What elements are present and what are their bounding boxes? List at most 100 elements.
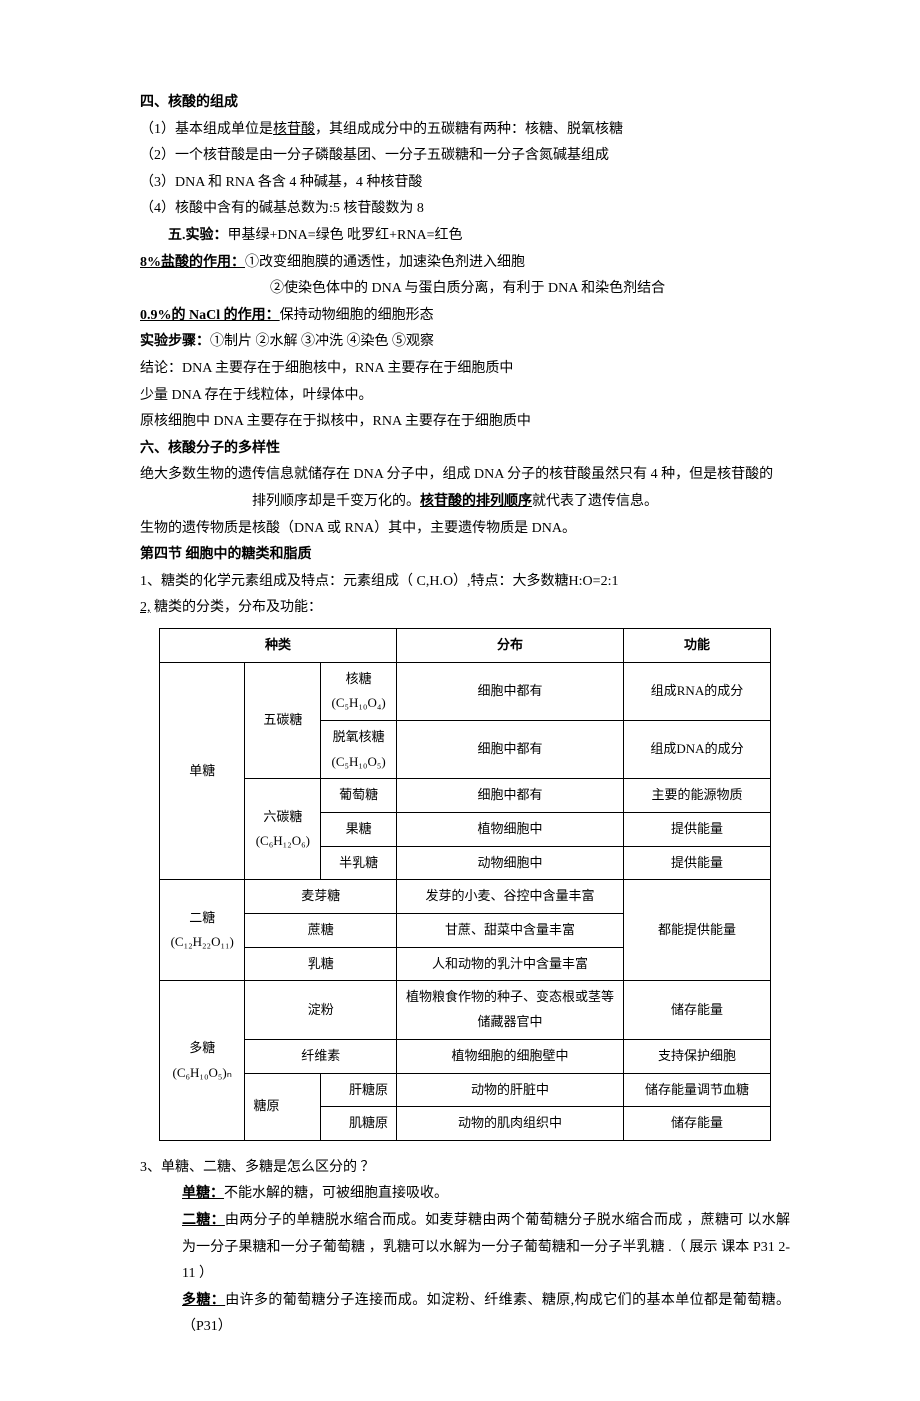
cell-muscle-gly-dist: 动物的肌肉组织中 <box>397 1107 624 1141</box>
cell-deoxy: 脱氧核糖 (C₅H₁₀O₅) <box>321 720 397 778</box>
cell-muscle-gly: 肌糖原 <box>321 1107 397 1141</box>
s4-p1b: 核苷酸 <box>273 122 315 137</box>
cell-lactose: 乳糖 <box>245 947 397 981</box>
sec4-p2: 2, 糖类的分类，分布及功能： <box>140 595 790 622</box>
cell-poly: 多糖 (C₆H₁₀O₅)ₙ <box>160 981 245 1140</box>
hexose-formula: (C₆H₁₂O₆) <box>256 833 310 848</box>
s5-p1c: ②使染色体中的 DNA 与蛋白质分离，有利于 DNA 和染色剂结合 <box>270 276 790 303</box>
hexose-name: 六碳糖 <box>263 809 302 824</box>
s5-titleB: 甲基绿+DNA=绿色 吡罗红+RNA=红色 <box>228 228 463 243</box>
row-ribose: 单糖 五碳糖 核糖(C₅H₁₀O₄) 细胞中都有 组成RNA的成分 <box>160 662 771 720</box>
s5-titleA: 五.实验： <box>168 228 228 243</box>
sec4-p2a: 2, <box>140 600 151 615</box>
sugar-table: 种类 分布 功能 单糖 五碳糖 核糖(C₅H₁₀O₄) 细胞中都有 组成RNA的… <box>159 628 771 1141</box>
q3-a1: 单糖：不能水解的糖，可被细胞直接吸收。 <box>182 1181 790 1208</box>
q3-a3a: 多糖： <box>182 1293 225 1308</box>
di-formula: (C₁₂H₂₂O₁₁) <box>171 934 234 949</box>
cell-ribose: 核糖 (C₅H₁₀O₄) <box>321 662 397 720</box>
table-head-row: 种类 分布 功能 <box>160 628 771 662</box>
sec4-p1: 1、糖类的化学元素组成及特点：元素组成（ C,H.O）,特点：大多数糖H:O=2… <box>140 569 790 596</box>
s5-p3b: ①制片 ②水解 ③冲洗 ④染色 ⑤观察 <box>210 334 434 349</box>
s6-title: 六、核酸分子的多样性 <box>140 436 790 463</box>
sec4-p2b: 糖类的分类，分布及功能： <box>151 600 323 615</box>
s5-p3a: 实验步骤： <box>140 334 210 349</box>
cell-deoxy-dist: 细胞中都有 <box>397 720 624 778</box>
cell-fructose-func: 提供能量 <box>624 813 771 847</box>
cell-fructose-dist: 植物细胞中 <box>397 813 624 847</box>
deoxy-formula: (C₅H₁₀O₅) <box>331 754 385 769</box>
cell-cellulose-func: 支持保护细胞 <box>624 1039 771 1073</box>
s5-p6: 原核细胞中 DNA 主要存在于拟核中，RNA 主要存在于细胞质中 <box>140 409 790 436</box>
cell-galactose-dist: 动物细胞中 <box>397 846 624 880</box>
q3-a1b: 不能水解的糖，可被细胞直接吸收。 <box>224 1186 448 1201</box>
ribose-name: 核糖 <box>346 671 372 686</box>
cell-lactose-dist: 人和动物的乳汁中含量丰富 <box>397 947 624 981</box>
cell-galactose: 半乳糖 <box>321 846 397 880</box>
s5-p2a: 0.9%的 NaCl 的作用： <box>140 308 280 323</box>
cell-galactose-func: 提供能量 <box>624 846 771 880</box>
th-dist: 分布 <box>397 628 624 662</box>
q3-a2: 二糖：由两分子的单糖脱水缩合而成。如麦芽糖由两个葡萄糖分子脱水缩合而成 ，蔗糖可… <box>182 1208 790 1288</box>
cell-hexose: 六碳糖 (C₆H₁₂O₆) <box>245 779 321 880</box>
cell-liver-gly: 肝糖原 <box>321 1073 397 1107</box>
row-liver-glycogen: 糖原 肝糖原 动物的肝脏中 储存能量调节血糖 <box>160 1073 771 1107</box>
cell-glucose-func: 主要的能源物质 <box>624 779 771 813</box>
s4-p3: （3）DNA 和 RNA 各含 4 种碱基，4 种核苷酸 <box>140 170 790 197</box>
cell-fructose: 果糖 <box>321 813 397 847</box>
cell-liver-gly-dist: 动物的肝脏中 <box>397 1073 624 1107</box>
poly-formula: (C₆H₁₀O₅)ₙ <box>173 1065 232 1080</box>
cell-glycogen: 糖原 <box>245 1073 321 1140</box>
di-name: 二糖 <box>189 910 215 925</box>
poly-name: 多糖 <box>189 1040 215 1055</box>
cell-starch-func: 储存能量 <box>624 981 771 1039</box>
s5-p4: 结论：DNA 主要存在于细胞核中，RNA 主要存在于细胞质中 <box>140 356 790 383</box>
s5-p3: 实验步骤：①制片 ②水解 ③冲洗 ④染色 ⑤观察 <box>140 329 790 356</box>
s5-p5: 少量 DNA 存在于线粒体，叶绿体中。 <box>140 383 790 410</box>
section4-title: 第四节 细胞中的糖类和脂质 <box>140 542 790 569</box>
cell-pentose: 五碳糖 <box>245 662 321 779</box>
s5-p2: 0.9%的 NaCl 的作用：保持动物细胞的细胞形态 <box>140 303 790 330</box>
s4-p1: （1）基本组成单位是核苷酸，其组成成分中的五碳糖有两种：核糖、脱氧核糖 <box>140 117 790 144</box>
cell-starch: 淀粉 <box>245 981 397 1039</box>
cell-di: 二糖 (C₁₂H₂₂O₁₁) <box>160 880 245 981</box>
sec4-nucleic-title: 四、核酸的组成 <box>140 90 790 117</box>
s5-p1a: 8%盐酸的作用： <box>140 255 245 270</box>
q3-a2a: 二糖： <box>182 1213 225 1228</box>
s5-p2b: 保持动物细胞的细胞形态 <box>280 308 434 323</box>
row-maltose: 二糖(C₁₂H₂₂O₁₁) 麦芽糖 发芽的小麦、谷控中含量丰富 都能提供能量 <box>160 880 771 914</box>
cell-starch-dist: 植物粮食作物的种子、变态根或茎等储藏器官中 <box>397 981 624 1039</box>
cell-glucose: 葡萄糖 <box>321 779 397 813</box>
cell-di-func: 都能提供能量 <box>624 880 771 981</box>
s6-p1b: 排列顺序却是千变万化的。核苷酸的排列顺序就代表了遗传信息。 <box>252 489 790 516</box>
s6-p2: 生物的遗传物质是核酸（DNA 或 RNA）其中，主要遗传物质是 DNA。 <box>140 516 790 543</box>
deoxy-name: 脱氧核糖 <box>333 729 385 744</box>
q3-a3b: 由许多的葡萄糖分子连接而成。如淀粉、纤维素、糖原,构成它们的基本单位都是葡萄糖。… <box>182 1293 790 1335</box>
s6-p1b-a: 排列顺序却是千变万化的。 <box>252 494 420 509</box>
th-kind: 种类 <box>160 628 397 662</box>
cell-maltose: 麦芽糖 <box>245 880 397 914</box>
row-starch: 多糖(C₆H₁₀O₅)ₙ 淀粉 植物粮食作物的种子、变态根或茎等储藏器官中 储存… <box>160 981 771 1039</box>
s6-p1: 绝大多数生物的遗传信息就储存在 DNA 分子中，组成 DNA 分子的核苷酸虽然只… <box>140 462 790 489</box>
th-func: 功能 <box>624 628 771 662</box>
s4-p2: （2）一个核苷酸是由一分子磷酸基团、一分子五碳糖和一分子含氮碱基组成 <box>140 143 790 170</box>
q3-a1a: 单糖： <box>182 1186 224 1201</box>
cell-liver-gly-func: 储存能量调节血糖 <box>624 1073 771 1107</box>
q3-a3: 多糖：由许多的葡萄糖分子连接而成。如淀粉、纤维素、糖原,构成它们的基本单位都是葡… <box>182 1288 790 1341</box>
cell-ribose-dist: 细胞中都有 <box>397 662 624 720</box>
cell-cellulose: 纤维素 <box>245 1039 397 1073</box>
cell-sucrose: 蔗糖 <box>245 914 397 948</box>
row-cellulose: 纤维素 植物细胞的细胞壁中 支持保护细胞 <box>160 1039 771 1073</box>
cell-muscle-gly-func: 储存能量 <box>624 1107 771 1141</box>
s6-p1b-c: 就代表了遗传信息。 <box>532 494 658 509</box>
s4-p1c: ，其组成成分中的五碳糖有两种：核糖、脱氧核糖 <box>315 122 623 137</box>
s5-p1b: ①改变细胞膜的通透性，加速染色剂进入细胞 <box>245 255 525 270</box>
cell-cellulose-dist: 植物细胞的细胞壁中 <box>397 1039 624 1073</box>
cell-glucose-dist: 细胞中都有 <box>397 779 624 813</box>
s5-line1: 五.实验：甲基绿+DNA=绿色 吡罗红+RNA=红色 <box>168 223 790 250</box>
s4-p4: （4）核酸中含有的碱基总数为:5 核苷酸数为 8 <box>140 196 790 223</box>
q3-a2b: 由两分子的单糖脱水缩合而成。如麦芽糖由两个葡萄糖分子脱水缩合而成 ，蔗糖可 以水… <box>182 1213 790 1281</box>
cell-mono: 单糖 <box>160 662 245 880</box>
cell-sucrose-dist: 甘蔗、甜菜中含量丰富 <box>397 914 624 948</box>
ribose-formula: (C₅H₁₀O₄) <box>331 695 385 710</box>
s5-p1: 8%盐酸的作用：①改变细胞膜的通透性，加速染色剂进入细胞 <box>140 250 790 277</box>
